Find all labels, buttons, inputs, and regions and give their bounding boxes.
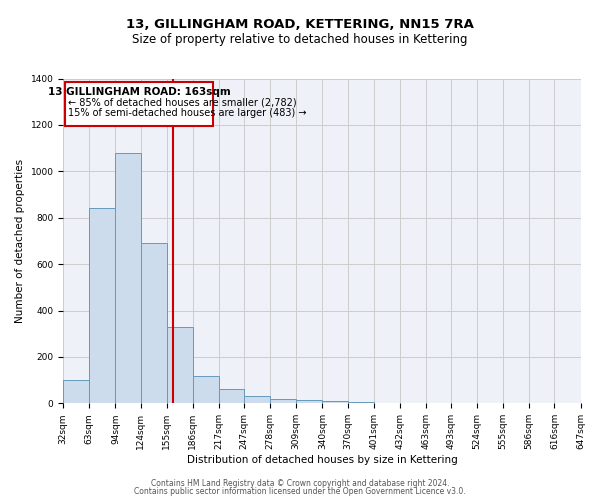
- Y-axis label: Number of detached properties: Number of detached properties: [15, 159, 25, 323]
- Bar: [219, 390, 244, 404]
- Bar: [193, 376, 219, 404]
- Text: 13, GILLINGHAM ROAD, KETTERING, NN15 7RA: 13, GILLINGHAM ROAD, KETTERING, NN15 7RA: [126, 18, 474, 30]
- Text: Contains public sector information licensed under the Open Government Licence v3: Contains public sector information licen…: [134, 487, 466, 496]
- Bar: [89, 208, 115, 404]
- X-axis label: Distribution of detached houses by size in Kettering: Distribution of detached houses by size …: [187, 455, 457, 465]
- Text: 13 GILLINGHAM ROAD: 163sqm: 13 GILLINGHAM ROAD: 163sqm: [47, 86, 230, 97]
- Bar: [270, 398, 296, 404]
- Bar: [347, 402, 374, 404]
- Bar: [140, 243, 167, 404]
- Text: ← 85% of detached houses are smaller (2,782): ← 85% of detached houses are smaller (2,…: [68, 97, 297, 107]
- Bar: [244, 396, 270, 404]
- Text: 15% of semi-detached houses are larger (483) →: 15% of semi-detached houses are larger (…: [68, 108, 307, 118]
- Bar: [65, 82, 213, 126]
- Text: Size of property relative to detached houses in Kettering: Size of property relative to detached ho…: [132, 32, 468, 46]
- Bar: [322, 401, 347, 404]
- Bar: [374, 402, 400, 404]
- Bar: [63, 380, 89, 404]
- Bar: [167, 327, 193, 404]
- Text: Contains HM Land Registry data © Crown copyright and database right 2024.: Contains HM Land Registry data © Crown c…: [151, 478, 449, 488]
- Bar: [115, 153, 140, 404]
- Bar: [296, 400, 322, 404]
